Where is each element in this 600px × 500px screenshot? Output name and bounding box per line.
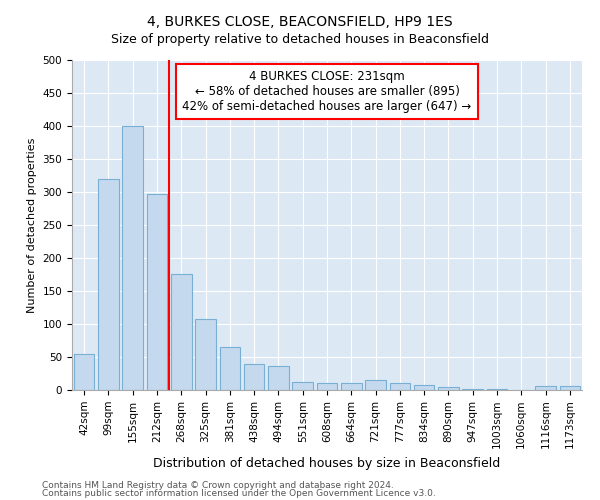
- Y-axis label: Number of detached properties: Number of detached properties: [27, 138, 37, 312]
- Text: Contains public sector information licensed under the Open Government Licence v3: Contains public sector information licen…: [42, 490, 436, 498]
- Bar: [244, 364, 265, 390]
- Bar: [389, 384, 410, 390]
- Text: 4, BURKES CLOSE, BEACONSFIELD, HP9 1ES: 4, BURKES CLOSE, BEACONSFIELD, HP9 1ES: [147, 15, 453, 29]
- Bar: [365, 380, 386, 390]
- Bar: [122, 126, 143, 390]
- Bar: [268, 366, 289, 390]
- Bar: [414, 384, 434, 390]
- Bar: [98, 179, 119, 390]
- Text: 4 BURKES CLOSE: 231sqm
← 58% of detached houses are smaller (895)
42% of semi-de: 4 BURKES CLOSE: 231sqm ← 58% of detached…: [182, 70, 472, 113]
- Bar: [74, 354, 94, 390]
- Text: Size of property relative to detached houses in Beaconsfield: Size of property relative to detached ho…: [111, 32, 489, 46]
- Bar: [560, 386, 580, 390]
- Bar: [535, 386, 556, 390]
- Bar: [146, 194, 167, 390]
- Bar: [195, 318, 216, 390]
- Bar: [341, 382, 362, 390]
- Bar: [292, 382, 313, 390]
- Bar: [438, 386, 459, 390]
- Bar: [463, 388, 483, 390]
- Text: Contains HM Land Registry data © Crown copyright and database right 2024.: Contains HM Land Registry data © Crown c…: [42, 480, 394, 490]
- Bar: [171, 274, 191, 390]
- Bar: [317, 382, 337, 390]
- Bar: [220, 347, 240, 390]
- X-axis label: Distribution of detached houses by size in Beaconsfield: Distribution of detached houses by size …: [154, 457, 500, 470]
